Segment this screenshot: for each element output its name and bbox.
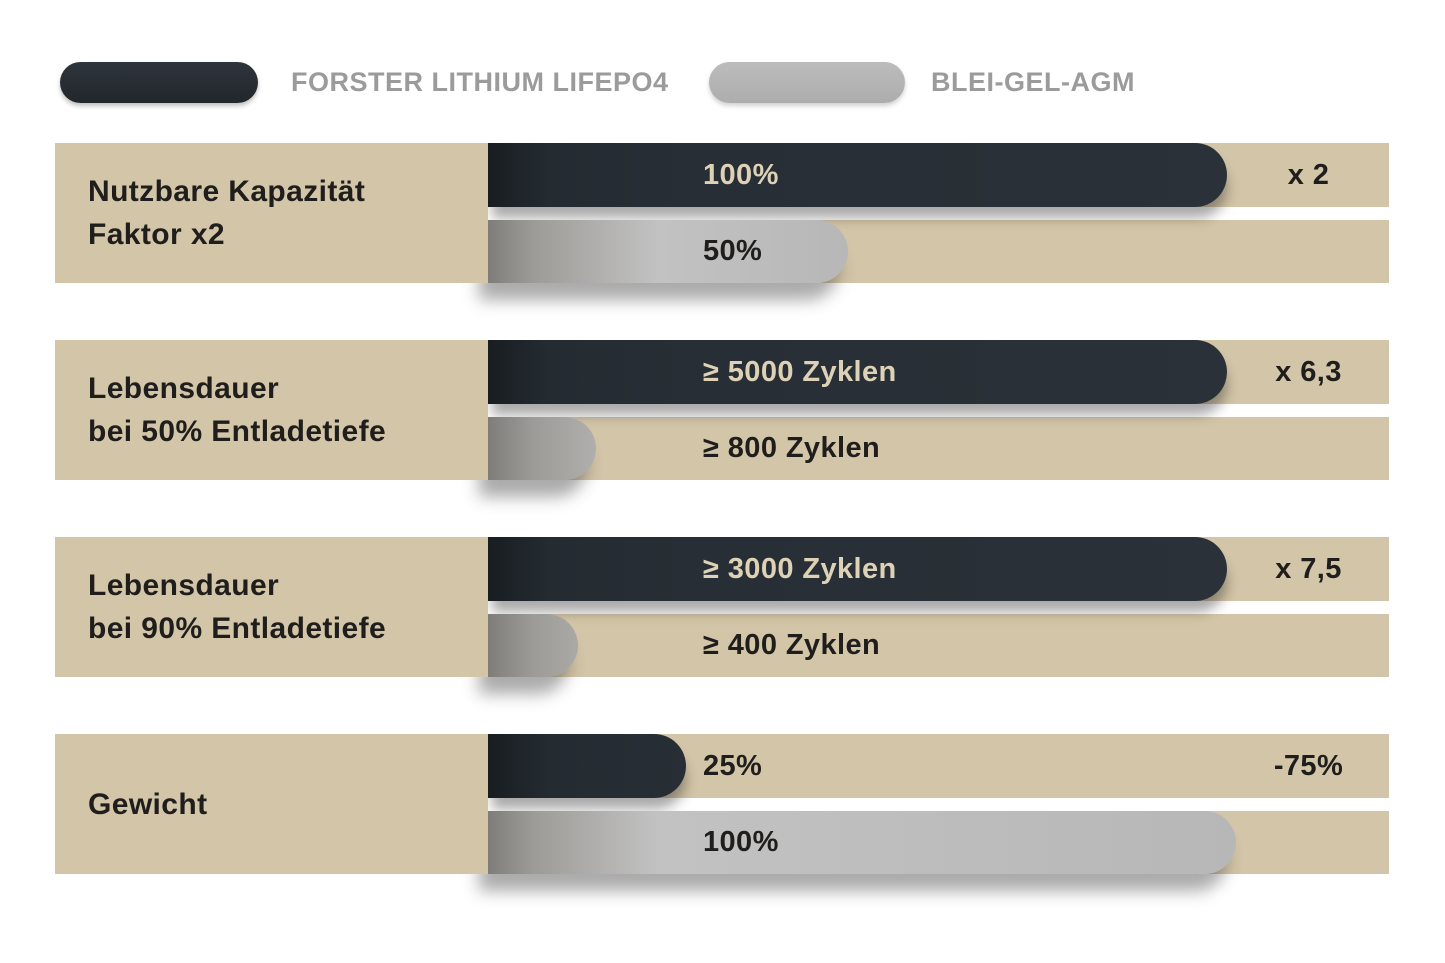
bar-lithium	[488, 734, 687, 798]
row-label-line1: Lebensdauer	[88, 372, 280, 405]
bar-agm	[488, 417, 597, 480]
bar-lithium	[488, 143, 1227, 207]
row-label-line1: Gewicht	[88, 787, 208, 821]
value-agm: 100%	[703, 826, 779, 858]
row-gewicht: Gewicht 25% -75% 100%	[55, 734, 1389, 874]
row-lebensdauer-90: Lebensdauer bei 90% Entladetiefe ≥ 3000 …	[55, 537, 1389, 677]
row-nutzbare-kapazitaet: Nutzbare Kapazität Faktor x2 100% x 2 50…	[55, 143, 1389, 283]
row-label-line2: bei 90% Entladetiefe	[88, 612, 387, 645]
band-lithium: ≥ 3000 Zyklen x 7,5	[488, 537, 1389, 601]
row-label-line1: Lebensdauer	[88, 569, 280, 602]
row-label: Lebensdauer bei 90% Entladetiefe	[55, 537, 488, 677]
comparison-label: -75%	[1273, 749, 1344, 782]
band-lithium: 100% x 2	[488, 143, 1389, 207]
band-agm: ≥ 800 Zyklen	[488, 417, 1389, 480]
row-label-line2: Faktor x2	[88, 218, 225, 251]
comparison-label: x 2	[1287, 158, 1330, 191]
row-label: Nutzbare Kapazität Faktor x2	[55, 143, 488, 283]
legend-swatch-lithium	[60, 62, 258, 103]
value-lithium: ≥ 5000 Zyklen	[703, 355, 897, 388]
value-agm: 50%	[703, 235, 763, 267]
band-agm: 50%	[488, 220, 1389, 283]
value-lithium: 25%	[703, 749, 763, 782]
row-lebensdauer-50: Lebensdauer bei 50% Entladetiefe ≥ 5000 …	[55, 340, 1389, 480]
legend-label-lithium: FORSTER LITHIUM LIFEPO4	[291, 67, 669, 97]
value-lithium: ≥ 3000 Zyklen	[703, 552, 897, 585]
bar-lithium	[488, 340, 1227, 404]
band-agm: 100%	[488, 811, 1389, 874]
row-label: Lebensdauer bei 50% Entladetiefe	[55, 340, 488, 480]
row-label-line2: bei 50% Entladetiefe	[88, 415, 387, 448]
row-label-line1: Nutzbare Kapazität	[88, 175, 366, 208]
comparison-label: x 7,5	[1275, 552, 1342, 585]
value-agm: ≥ 800 Zyklen	[703, 432, 881, 464]
legend-swatch-agm	[709, 62, 905, 103]
bar-lithium	[488, 537, 1227, 601]
bar-agm	[488, 811, 1236, 874]
legend-label-agm: BLEI-GEL-AGM	[931, 67, 1135, 97]
value-agm: ≥ 400 Zyklen	[703, 629, 881, 661]
bar-agm	[488, 614, 579, 677]
band-agm: ≥ 400 Zyklen	[488, 614, 1389, 677]
row-label: Gewicht	[55, 734, 488, 874]
bar-agm	[488, 220, 849, 283]
comparison-label: x 6,3	[1275, 355, 1342, 388]
band-lithium: 25% -75%	[488, 734, 1389, 798]
band-lithium: ≥ 5000 Zyklen x 6,3	[488, 340, 1389, 404]
value-lithium: 100%	[703, 158, 779, 191]
